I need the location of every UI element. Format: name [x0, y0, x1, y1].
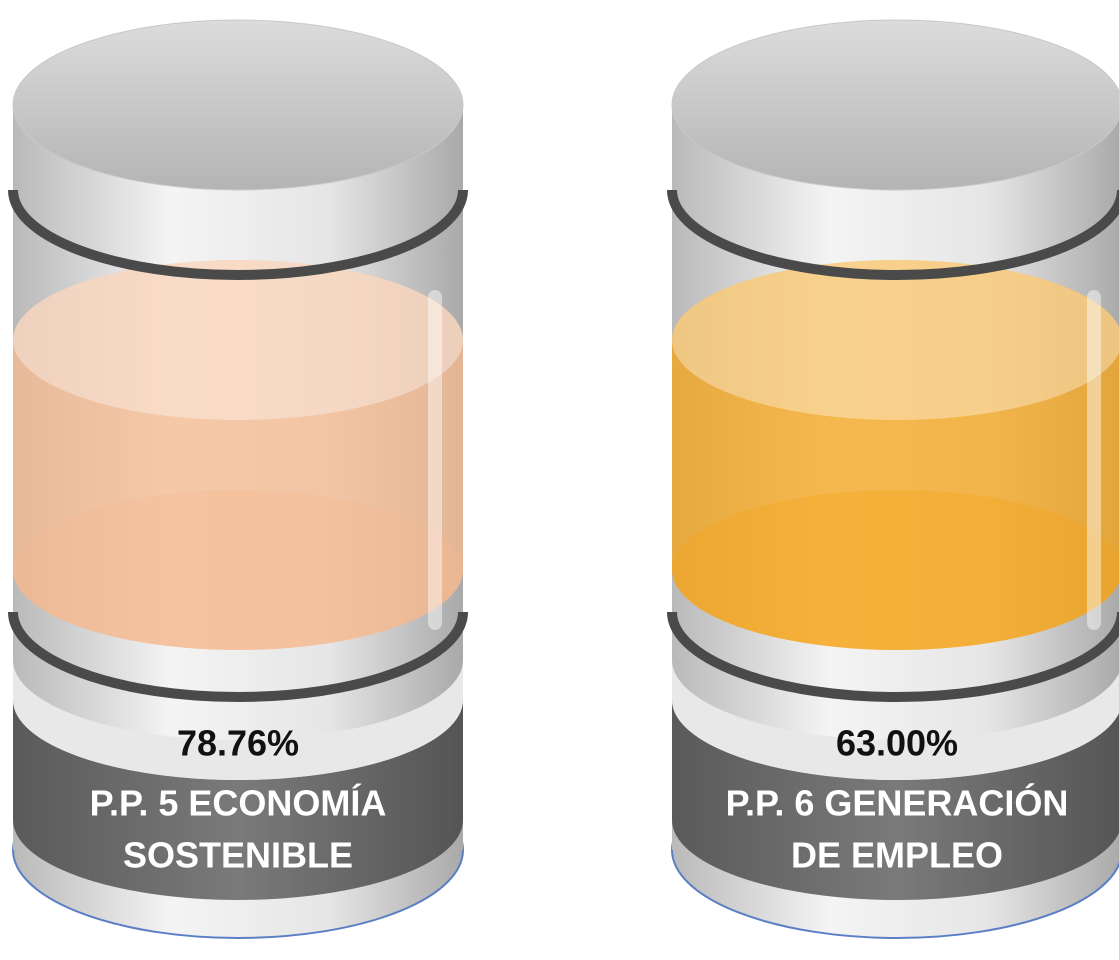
- label-line: SOSTENIBLE: [123, 835, 353, 876]
- percentage: 63.00%: [836, 723, 958, 764]
- label-line: DE EMPLEO: [791, 835, 1003, 876]
- cylinder: 63.00% P.P. 6 GENERACIÓN DE EMPLEO: [672, 20, 1119, 938]
- cylinder: 78.76% P.P. 5 ECONOMÍA SOSTENIBLE: [13, 20, 463, 938]
- label-line: P.P. 6 GENERACIÓN: [726, 782, 1069, 824]
- label-line: P.P. 5 ECONOMÍA: [90, 783, 387, 824]
- percentage: 78.76%: [177, 723, 299, 764]
